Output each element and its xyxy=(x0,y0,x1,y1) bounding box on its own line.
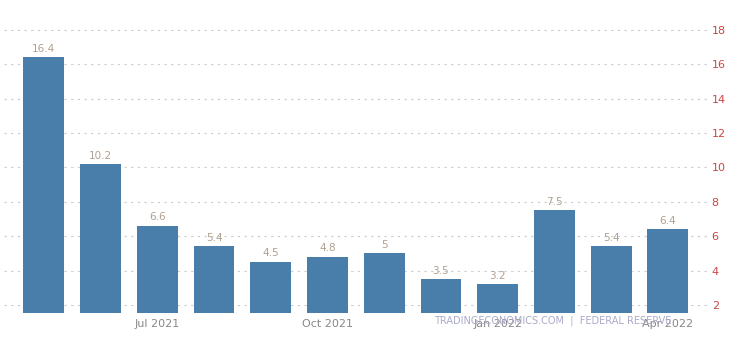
Bar xyxy=(307,257,348,313)
Bar xyxy=(23,57,64,313)
Bar xyxy=(591,246,631,313)
Text: 5.4: 5.4 xyxy=(206,233,223,243)
Text: 5: 5 xyxy=(381,240,388,250)
Bar xyxy=(534,210,575,313)
Text: 6.6: 6.6 xyxy=(149,212,166,222)
Bar xyxy=(250,262,291,313)
Text: 4.5: 4.5 xyxy=(263,249,279,258)
Text: 16.4: 16.4 xyxy=(32,44,55,54)
Bar xyxy=(477,284,518,313)
Text: 5.4: 5.4 xyxy=(603,233,620,243)
Bar xyxy=(137,226,177,313)
Text: TRADINGECONOMICS.COM  |  FEDERAL RESERVE: TRADINGECONOMICS.COM | FEDERAL RESERVE xyxy=(434,316,672,326)
Text: 10.2: 10.2 xyxy=(89,151,112,160)
Text: 4.8: 4.8 xyxy=(319,243,336,253)
Text: 3.5: 3.5 xyxy=(433,266,449,276)
Bar xyxy=(364,253,404,313)
Bar xyxy=(420,279,461,313)
Bar xyxy=(648,229,688,313)
Bar xyxy=(80,164,121,313)
Text: 7.5: 7.5 xyxy=(546,197,563,207)
Text: 6.4: 6.4 xyxy=(659,216,676,226)
Bar xyxy=(193,246,234,313)
Text: 3.2: 3.2 xyxy=(489,271,506,281)
